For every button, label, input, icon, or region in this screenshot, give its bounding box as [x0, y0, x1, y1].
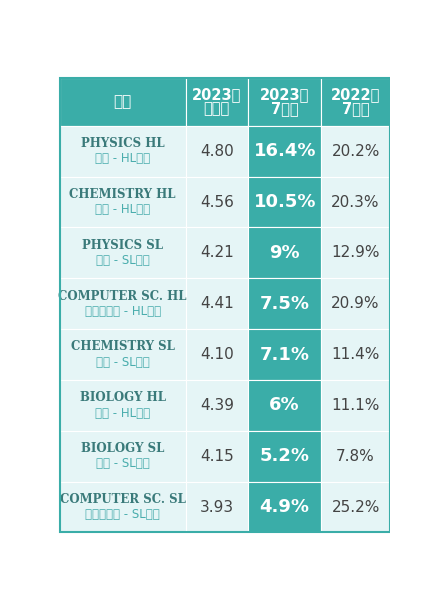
Bar — [248, 177, 321, 227]
Text: 7分率: 7分率 — [342, 101, 369, 116]
Bar — [321, 78, 390, 126]
Bar — [186, 329, 248, 380]
Bar — [60, 482, 186, 533]
Text: 20.9%: 20.9% — [331, 296, 380, 311]
Bar — [186, 380, 248, 431]
Text: PHYSICS SL: PHYSICS SL — [82, 239, 163, 251]
Bar — [321, 380, 390, 431]
Text: 物理 - SL级别: 物理 - SL级别 — [96, 254, 149, 267]
Text: 4.41: 4.41 — [200, 296, 234, 311]
Text: 11.4%: 11.4% — [331, 347, 380, 362]
Bar — [60, 380, 186, 431]
Bar — [248, 78, 321, 126]
Text: 4.21: 4.21 — [200, 245, 234, 261]
Bar — [186, 78, 248, 126]
Text: 20.3%: 20.3% — [331, 195, 380, 210]
Bar — [60, 177, 186, 227]
Bar — [186, 431, 248, 482]
Text: 7.8%: 7.8% — [336, 448, 375, 464]
Bar — [60, 78, 186, 126]
Bar — [248, 126, 321, 177]
Text: 4.56: 4.56 — [200, 195, 234, 210]
Bar — [321, 177, 390, 227]
Text: 4.15: 4.15 — [200, 448, 234, 464]
Bar — [60, 278, 186, 329]
Text: 12.9%: 12.9% — [331, 245, 380, 261]
Text: PHYSICS HL: PHYSICS HL — [81, 137, 165, 150]
Bar — [321, 126, 390, 177]
Text: 2022年: 2022年 — [331, 87, 380, 102]
Text: BIOLOGY SL: BIOLOGY SL — [81, 442, 165, 455]
Text: COMPUTER SC. SL: COMPUTER SC. SL — [60, 493, 186, 506]
Text: 生物 - SL级别: 生物 - SL级别 — [96, 458, 149, 470]
Text: 平均分: 平均分 — [204, 101, 230, 116]
Text: CHEMISTRY HL: CHEMISTRY HL — [69, 188, 176, 201]
Text: 4.80: 4.80 — [200, 144, 234, 159]
Bar — [248, 380, 321, 431]
Text: 9%: 9% — [269, 244, 300, 262]
Text: 4.39: 4.39 — [200, 398, 234, 413]
Text: 化学 - HL级别: 化学 - HL级别 — [95, 203, 150, 216]
Text: 5.2%: 5.2% — [260, 447, 310, 465]
Text: 7.5%: 7.5% — [260, 295, 310, 313]
Text: 10.5%: 10.5% — [253, 193, 316, 211]
Bar — [60, 126, 186, 177]
Bar — [186, 227, 248, 278]
Text: 课程: 课程 — [113, 95, 132, 110]
Text: 计算机科学 - SL级别: 计算机科学 - SL级别 — [85, 508, 160, 521]
Text: 2023年: 2023年 — [192, 87, 242, 102]
Text: 4.9%: 4.9% — [260, 498, 310, 516]
Text: 6%: 6% — [269, 396, 300, 415]
Text: CHEMISTRY SL: CHEMISTRY SL — [71, 341, 174, 353]
Bar — [321, 227, 390, 278]
Text: 3.93: 3.93 — [200, 499, 234, 514]
Bar — [186, 482, 248, 533]
Bar — [248, 431, 321, 482]
Text: 4.10: 4.10 — [200, 347, 234, 362]
Text: 7.1%: 7.1% — [260, 345, 310, 364]
Bar — [321, 278, 390, 329]
Text: 20.2%: 20.2% — [331, 144, 380, 159]
Text: COMPUTER SC. HL: COMPUTER SC. HL — [58, 290, 187, 302]
Bar — [60, 227, 186, 278]
Text: 物理 - HL级别: 物理 - HL级别 — [95, 153, 150, 165]
Bar — [186, 278, 248, 329]
Bar — [321, 482, 390, 533]
Bar — [248, 482, 321, 533]
Bar — [186, 177, 248, 227]
Text: 计算机科学 - HL级别: 计算机科学 - HL级别 — [84, 305, 161, 318]
Text: 11.1%: 11.1% — [331, 398, 380, 413]
Bar — [248, 278, 321, 329]
Bar — [60, 431, 186, 482]
Text: 16.4%: 16.4% — [253, 142, 316, 160]
Bar — [248, 329, 321, 380]
Text: 化学 - SL级别: 化学 - SL级别 — [96, 356, 149, 368]
Text: 生物 - HL级别: 生物 - HL级别 — [95, 407, 150, 419]
Text: 25.2%: 25.2% — [331, 499, 380, 514]
Text: 7分率: 7分率 — [271, 101, 298, 116]
Bar — [321, 431, 390, 482]
Bar — [321, 329, 390, 380]
Bar — [60, 329, 186, 380]
Bar — [186, 126, 248, 177]
Text: BIOLOGY HL: BIOLOGY HL — [80, 391, 166, 404]
Text: 2023年: 2023年 — [260, 87, 309, 102]
Bar — [248, 227, 321, 278]
